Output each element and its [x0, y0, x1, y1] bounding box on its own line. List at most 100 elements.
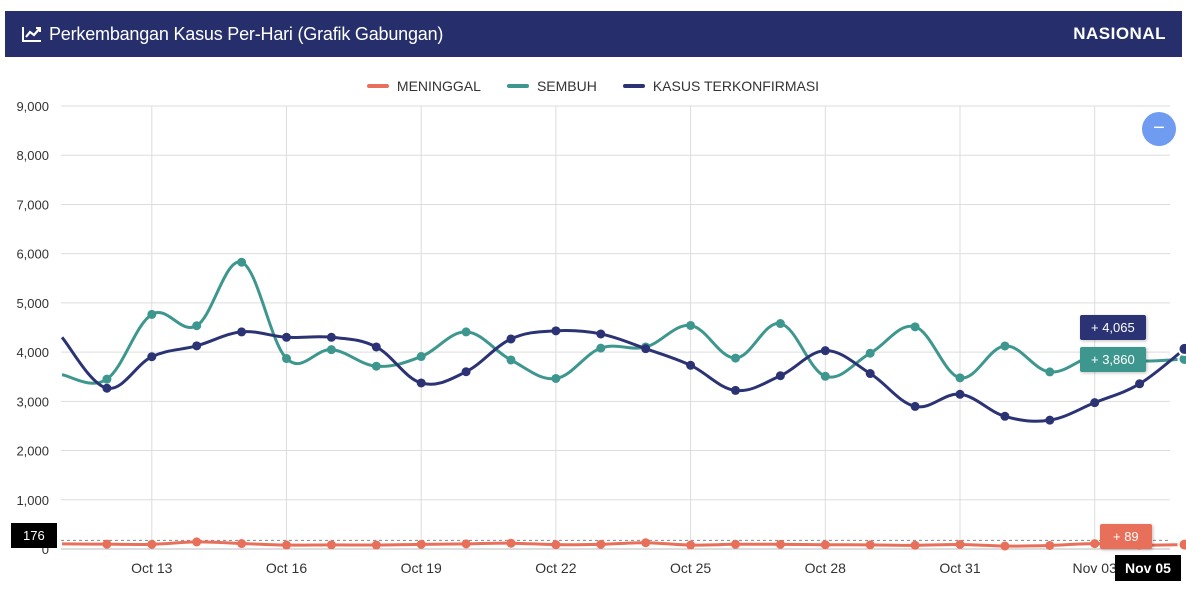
data-point-sembuh[interactable]	[596, 343, 606, 353]
data-point-kasus-terkonfirmasi[interactable]	[506, 334, 516, 344]
data-point-meninggal[interactable]	[820, 540, 830, 550]
data-point-sembuh[interactable]	[461, 327, 471, 337]
data-point-sembuh[interactable]	[147, 309, 157, 319]
data-point-meninggal[interactable]	[506, 538, 516, 548]
data-point-sembuh[interactable]	[1000, 341, 1010, 351]
data-point-meninggal[interactable]	[641, 538, 651, 548]
data-point-kasus-terkonfirmasi[interactable]	[416, 378, 426, 388]
data-point-meninggal[interactable]	[1090, 539, 1100, 549]
data-point-kasus-terkonfirmasi[interactable]	[1000, 411, 1010, 421]
data-point-kasus-terkonfirmasi[interactable]	[461, 367, 471, 377]
legend-item-terkonfirmasi[interactable]: KASUS TERKONFIRMASI	[622, 78, 820, 94]
data-point-kasus-terkonfirmasi[interactable]	[1177, 341, 1186, 356]
crosshair-y-label: 176	[11, 523, 57, 548]
data-point-meninggal[interactable]	[461, 539, 471, 549]
data-point-meninggal[interactable]	[147, 539, 157, 549]
y-tick-label: 2,000	[16, 444, 49, 459]
x-tick-label: Oct 25	[670, 560, 711, 576]
data-point-kasus-terkonfirmasi[interactable]	[686, 360, 696, 370]
data-point-sembuh[interactable]	[775, 319, 785, 329]
data-point-kasus-terkonfirmasi[interactable]	[955, 389, 965, 399]
legend-item-sembuh[interactable]: SEMBUH	[506, 78, 597, 94]
x-tick-label: Oct 19	[401, 560, 442, 576]
data-point-sembuh[interactable]	[910, 322, 920, 332]
data-point-kasus-terkonfirmasi[interactable]	[102, 383, 112, 393]
data-point-sembuh[interactable]	[955, 373, 965, 383]
data-point-sembuh[interactable]	[865, 348, 875, 358]
data-point-kasus-terkonfirmasi[interactable]	[820, 346, 830, 356]
y-tick-label: 1,000	[16, 493, 49, 508]
data-point-sembuh[interactable]	[686, 320, 696, 330]
region-label[interactable]: NASIONAL	[1073, 24, 1166, 43]
data-point-kasus-terkonfirmasi[interactable]	[775, 371, 785, 381]
data-point-meninggal[interactable]	[910, 540, 920, 550]
data-point-meninggal[interactable]	[1045, 540, 1055, 550]
data-point-kasus-terkonfirmasi[interactable]	[865, 369, 875, 379]
data-point-meninggal[interactable]	[416, 539, 426, 549]
data-point-kasus-terkonfirmasi[interactable]	[596, 329, 606, 339]
data-point-meninggal[interactable]	[596, 539, 606, 549]
data-point-kasus-terkonfirmasi[interactable]	[326, 332, 336, 342]
data-point-sembuh[interactable]	[371, 361, 381, 371]
data-point-kasus-terkonfirmasi[interactable]	[147, 352, 157, 362]
data-point-meninggal[interactable]	[731, 539, 740, 549]
data-point-kasus-terkonfirmasi[interactable]	[1135, 379, 1145, 389]
data-point-meninggal[interactable]	[237, 539, 247, 549]
data-point-kasus-terkonfirmasi[interactable]	[192, 341, 202, 351]
data-point-kasus-terkonfirmasi[interactable]	[1045, 415, 1055, 425]
data-point-sembuh[interactable]	[731, 353, 740, 363]
tooltip-terkonfirmasi: + 4,065	[1080, 315, 1146, 340]
x-tick-label: Oct 13	[131, 560, 172, 576]
y-tick-label: 0	[42, 542, 49, 557]
data-point-meninggal[interactable]	[326, 540, 336, 550]
data-point-meninggal[interactable]	[1177, 537, 1186, 552]
data-point-kasus-terkonfirmasi[interactable]	[731, 385, 740, 395]
data-point-meninggal[interactable]	[865, 540, 875, 550]
data-point-meninggal[interactable]	[192, 537, 202, 547]
crosshair-x-label: Nov 05	[1115, 555, 1181, 581]
data-point-kasus-terkonfirmasi[interactable]	[282, 332, 291, 342]
data-point-meninggal[interactable]	[102, 539, 112, 549]
data-point-sembuh[interactable]	[102, 374, 112, 384]
data-point-sembuh[interactable]	[237, 257, 247, 267]
zoom-out-button[interactable]: −	[1142, 112, 1176, 146]
data-point-meninggal[interactable]	[775, 539, 785, 549]
data-point-kasus-terkonfirmasi[interactable]	[910, 401, 920, 411]
data-point-sembuh[interactable]	[551, 373, 561, 383]
data-point-meninggal[interactable]	[955, 539, 965, 549]
legend-swatch-terkonfirmasi	[622, 84, 645, 88]
y-tick-label: 7,000	[16, 197, 49, 212]
x-tick-label: Oct 31	[939, 560, 980, 576]
chart-legend: MENINGGAL SEMBUH KASUS TERKONFIRMASI	[0, 78, 1186, 94]
data-point-kasus-terkonfirmasi[interactable]	[371, 342, 381, 352]
data-point-kasus-terkonfirmasi[interactable]	[551, 326, 561, 336]
data-point-sembuh[interactable]	[282, 354, 291, 364]
data-point-kasus-terkonfirmasi[interactable]	[237, 327, 247, 337]
data-point-meninggal[interactable]	[1000, 541, 1010, 551]
data-point-sembuh[interactable]	[1045, 367, 1055, 377]
data-point-meninggal[interactable]	[282, 540, 291, 550]
data-point-sembuh[interactable]	[416, 352, 426, 362]
data-point-sembuh[interactable]	[506, 355, 516, 365]
legend-item-meninggal[interactable]: MENINGGAL	[366, 78, 481, 94]
x-tick-label: Nov 03	[1073, 560, 1118, 576]
y-tick-label: 4,000	[16, 345, 49, 360]
data-point-kasus-terkonfirmasi[interactable]	[1090, 398, 1100, 408]
line-chart: 0 1,000 2,000 3,000 4,000 5,000 6,000 7,000 8,00…	[16, 99, 1186, 576]
x-tick-label: Oct 22	[535, 560, 576, 576]
data-point-sembuh[interactable]	[820, 371, 830, 381]
series-line-kasus-terkonfirmasi	[60, 328, 1186, 423]
data-point-meninggal[interactable]	[551, 540, 561, 550]
chart-axes: 0 1,000 2,000 3,000 4,000 5,000 6,000 7,000 8,00…	[16, 99, 1170, 576]
data-point-kasus-terkonfirmasi[interactable]	[641, 344, 651, 354]
tooltip-sembuh: + 3,860	[1080, 347, 1146, 372]
legend-label-terkonfirmasi: KASUS TERKONFIRMASI	[652, 78, 820, 94]
x-tick-label: Oct 28	[805, 560, 846, 576]
data-point-meninggal[interactable]	[686, 540, 696, 550]
x-tick-label: Oct 16	[266, 560, 307, 576]
data-point-sembuh[interactable]	[192, 321, 202, 331]
data-point-meninggal[interactable]	[371, 540, 381, 550]
line-chart-icon	[22, 27, 41, 42]
data-point-sembuh[interactable]	[326, 345, 336, 355]
title-wrap: Perkembangan Kasus Per-Hari (Grafik Gabu…	[21, 24, 443, 45]
